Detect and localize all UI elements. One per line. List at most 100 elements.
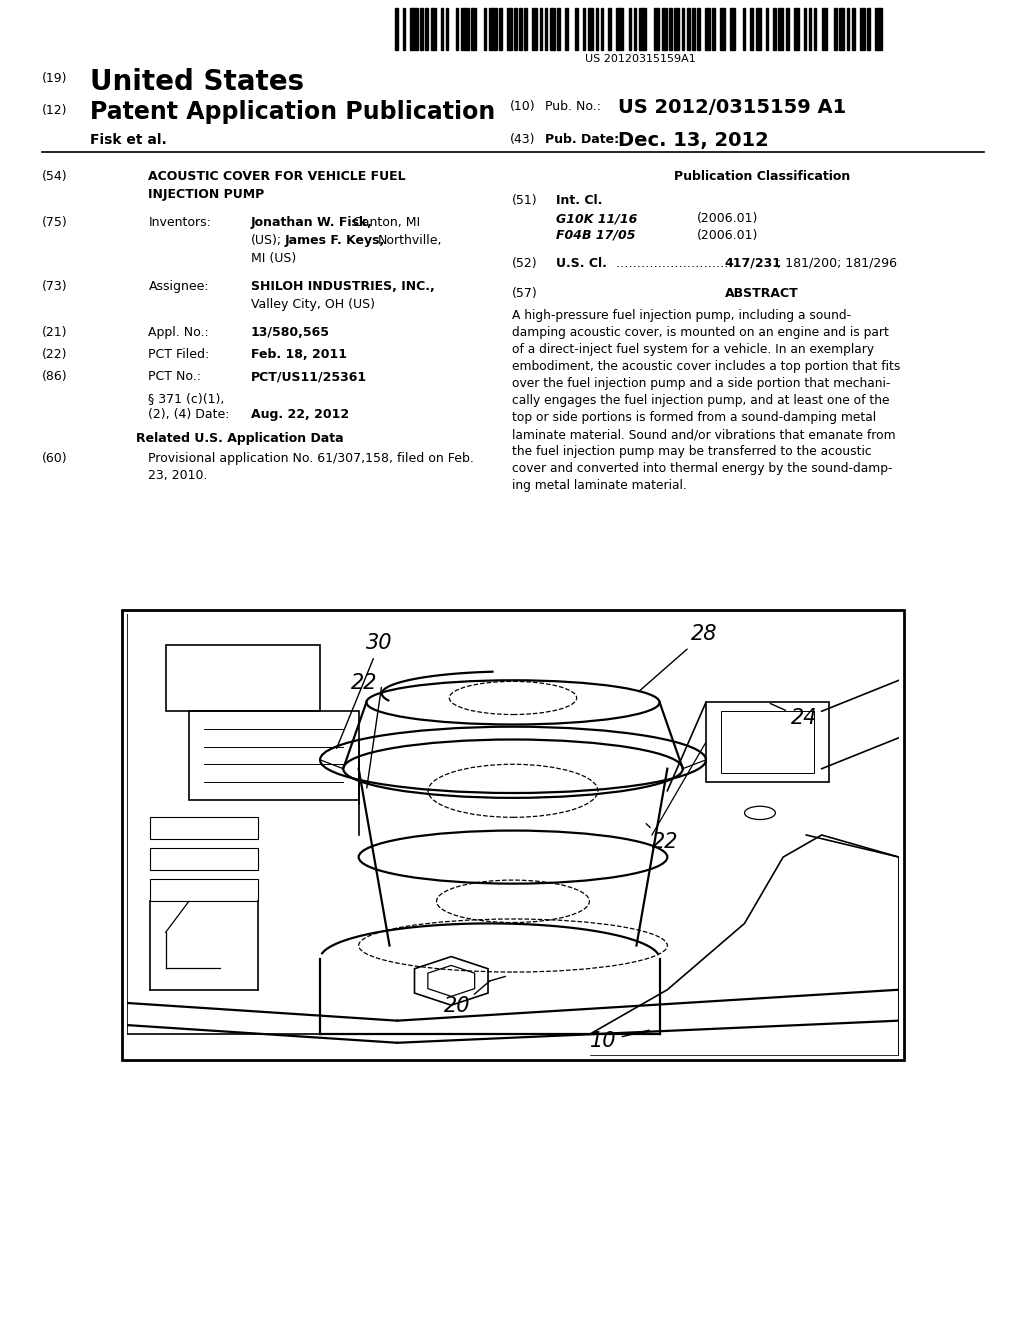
Text: F04B 17/05: F04B 17/05	[556, 228, 636, 242]
Text: A high-pressure fuel injection pump, including a sound-: A high-pressure fuel injection pump, inc…	[512, 309, 851, 322]
Text: Assignee:: Assignee:	[148, 280, 209, 293]
Text: § 371 (c)(1),: § 371 (c)(1),	[148, 392, 225, 405]
Text: Inventors:: Inventors:	[148, 216, 211, 228]
Text: Related U.S. Application Data: Related U.S. Application Data	[136, 432, 344, 445]
Text: 20: 20	[443, 995, 470, 1016]
Bar	[654, 8, 659, 50]
Text: Pub. Date:: Pub. Date:	[545, 133, 620, 147]
Text: (US);: (US);	[251, 234, 282, 247]
Bar	[639, 8, 646, 50]
Text: Northville,: Northville,	[378, 234, 442, 247]
Text: (54): (54)	[42, 170, 68, 183]
Bar	[557, 8, 560, 50]
Text: (51): (51)	[512, 194, 538, 207]
Bar	[804, 8, 806, 50]
Bar	[188, 711, 358, 800]
Text: (60): (60)	[42, 451, 68, 465]
Bar	[706, 702, 829, 781]
Bar	[550, 8, 555, 50]
Text: the fuel injection pump may be transferred to the acoustic: the fuel injection pump may be transferr…	[512, 445, 871, 458]
Bar	[721, 711, 814, 774]
Text: PCT Filed:: PCT Filed:	[148, 348, 210, 360]
Bar	[751, 8, 753, 50]
Bar	[634, 8, 636, 50]
Bar	[766, 8, 768, 50]
Bar	[742, 8, 745, 50]
Bar	[411, 8, 418, 50]
Text: Canton, MI: Canton, MI	[353, 216, 420, 228]
Text: laminate material. Sound and/or vibrations that emanate from: laminate material. Sound and/or vibratio…	[512, 428, 896, 441]
Text: cally engages the fuel injection pump, and at least one of the: cally engages the fuel injection pump, a…	[512, 393, 890, 407]
Text: (73): (73)	[42, 280, 68, 293]
Bar	[821, 8, 826, 50]
Text: 13/580,565: 13/580,565	[251, 326, 330, 339]
Bar	[852, 8, 855, 50]
Text: over the fuel injection pump and a side portion that mechani-: over the fuel injection pump and a side …	[512, 378, 891, 389]
Text: United States: United States	[90, 69, 304, 96]
Text: (2006.01): (2006.01)	[697, 228, 759, 242]
Bar	[705, 8, 710, 50]
Bar	[461, 8, 469, 50]
Text: 30: 30	[337, 634, 393, 748]
Bar	[835, 8, 837, 50]
Bar	[445, 8, 449, 50]
Bar	[488, 8, 497, 50]
Text: (10): (10)	[510, 100, 536, 114]
Bar	[794, 8, 799, 50]
Bar	[151, 849, 258, 870]
Bar	[692, 8, 694, 50]
Bar	[151, 817, 258, 840]
Text: 417/231: 417/231	[724, 257, 781, 271]
Bar	[615, 8, 624, 50]
Bar	[507, 8, 512, 50]
Bar	[867, 8, 869, 50]
Text: ABSTRACT: ABSTRACT	[725, 286, 799, 300]
Bar	[540, 8, 543, 50]
Bar	[786, 8, 788, 50]
Bar	[425, 8, 428, 50]
Bar	[697, 8, 699, 50]
Text: Fisk et al.: Fisk et al.	[90, 133, 167, 147]
Text: ing metal laminate material.: ing metal laminate material.	[512, 479, 687, 492]
Text: Int. Cl.: Int. Cl.	[556, 194, 602, 207]
Text: (75): (75)	[42, 216, 68, 228]
Text: 28: 28	[639, 624, 717, 692]
Bar	[730, 8, 735, 50]
Text: PCT No.:: PCT No.:	[148, 370, 202, 383]
Bar	[670, 8, 672, 50]
Text: 22: 22	[646, 824, 679, 853]
Bar	[524, 8, 527, 50]
Bar	[687, 8, 689, 50]
Bar	[532, 8, 538, 50]
Text: damping acoustic cover, is mounted on an engine and is part: damping acoustic cover, is mounted on an…	[512, 326, 889, 339]
Text: (43): (43)	[510, 133, 536, 147]
Text: (2), (4) Date:: (2), (4) Date:	[148, 408, 230, 421]
Text: US 2012/0315159 A1: US 2012/0315159 A1	[618, 98, 846, 117]
Text: (19): (19)	[42, 73, 68, 84]
Bar	[122, 610, 904, 1060]
Text: top or side portions is formed from a sound-damping metal: top or side portions is formed from a so…	[512, 411, 877, 424]
Bar	[402, 8, 406, 50]
Bar	[859, 8, 864, 50]
Bar	[166, 645, 321, 711]
Bar	[430, 8, 435, 50]
Bar	[773, 8, 776, 50]
Text: G10K 11/16: G10K 11/16	[556, 213, 637, 224]
Text: ………………………: ………………………	[612, 257, 732, 271]
Bar	[601, 8, 603, 50]
Text: (57): (57)	[512, 286, 538, 300]
Text: James F. Keys,: James F. Keys,	[285, 234, 385, 247]
Bar	[499, 8, 502, 50]
Bar	[151, 879, 258, 902]
Text: ACOUSTIC COVER FOR VEHICLE FUEL: ACOUSTIC COVER FOR VEHICLE FUEL	[148, 170, 407, 183]
Bar	[514, 8, 517, 50]
Text: Patent Application Publication: Patent Application Publication	[90, 100, 496, 124]
Bar	[756, 8, 761, 50]
Text: ; 181/200; 181/296: ; 181/200; 181/296	[777, 257, 897, 271]
Text: (12): (12)	[42, 104, 68, 117]
Bar	[682, 8, 684, 50]
Bar	[545, 8, 548, 50]
Bar	[778, 8, 783, 50]
Text: Jonathan W. Fisk,: Jonathan W. Fisk,	[251, 216, 373, 228]
Text: embodiment, the acoustic cover includes a top portion that fits: embodiment, the acoustic cover includes …	[512, 360, 900, 374]
